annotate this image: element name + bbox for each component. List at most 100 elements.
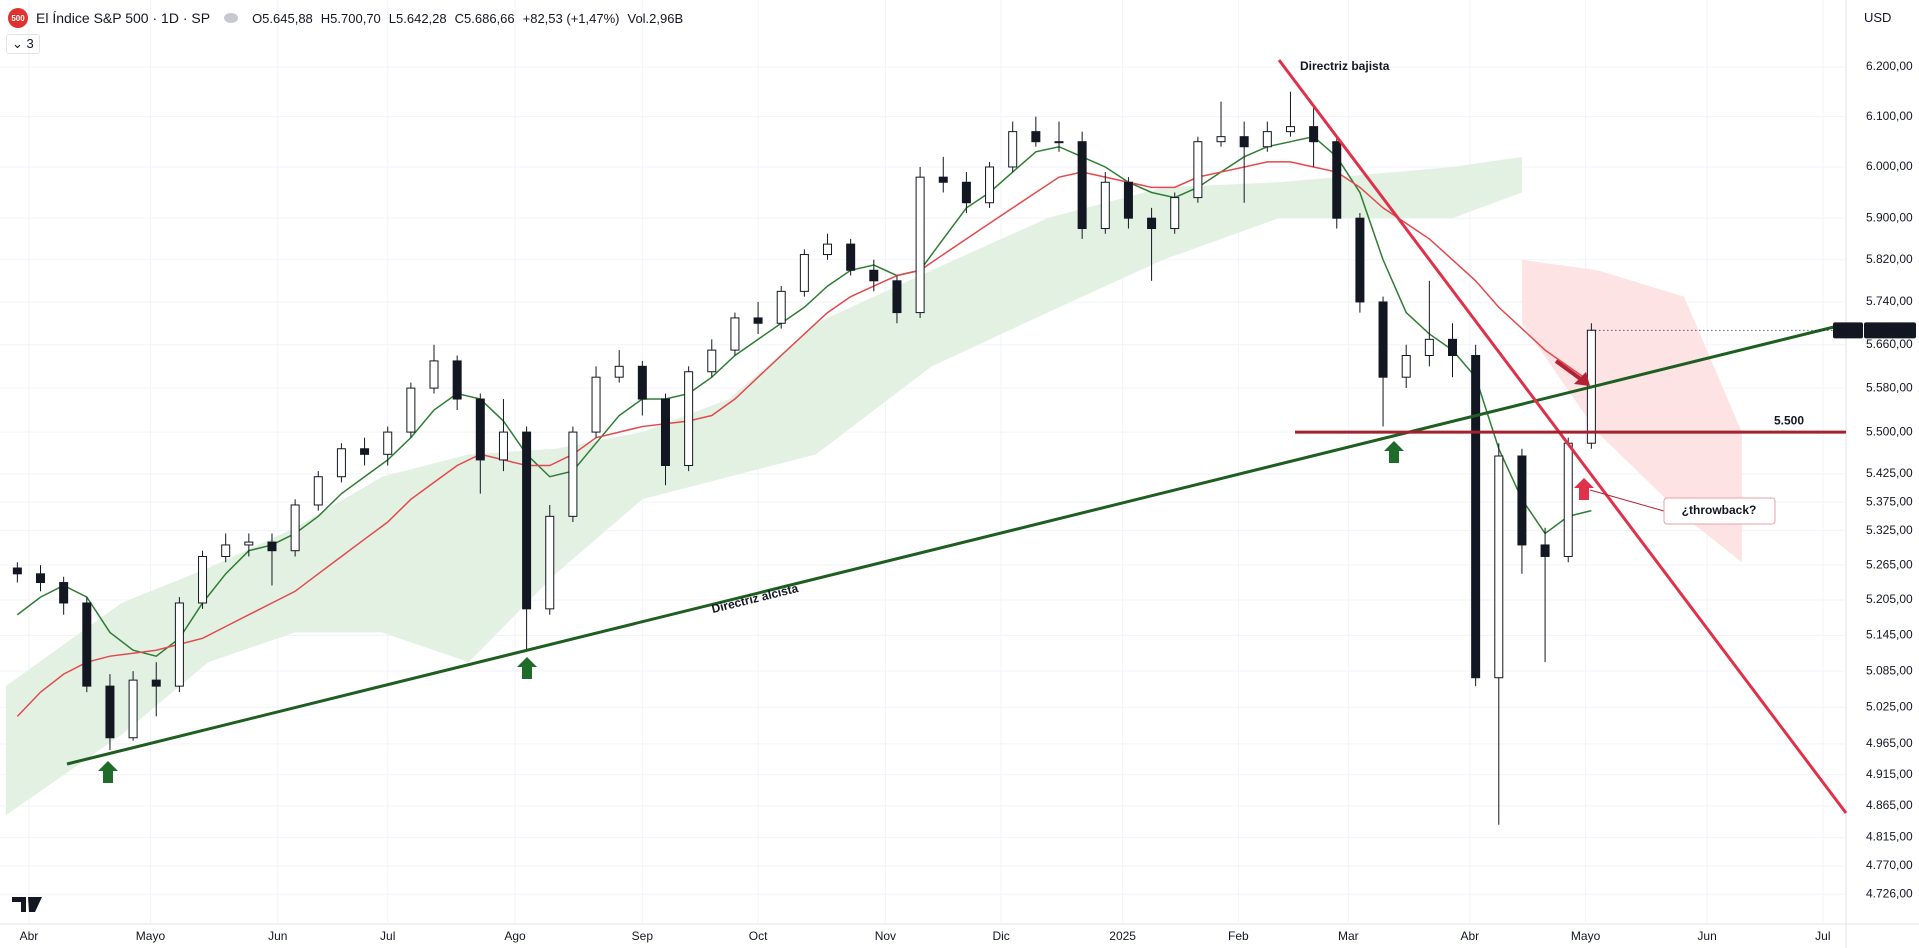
- y-tick-label: 5.145,00: [1866, 628, 1913, 642]
- y-tick-label: 5.500,00: [1866, 424, 1913, 438]
- candle-body: [1170, 197, 1180, 230]
- candle-body: [128, 679, 138, 739]
- symbol-tag: SPX: [1836, 323, 1860, 337]
- x-tick-label: Mar: [1338, 929, 1359, 943]
- candle-body: [498, 431, 508, 461]
- ohlc-open: O5.645,88: [252, 10, 313, 26]
- visibility-toggle[interactable]: [224, 13, 239, 23]
- tv-logo: [12, 897, 42, 912]
- candle-body: [1239, 136, 1249, 148]
- candle-body: [1378, 301, 1388, 378]
- cloud: [1521, 259, 1742, 563]
- candle-body: [753, 317, 763, 324]
- candle-body: [1216, 136, 1226, 143]
- ohlc-close: C5.686,66: [454, 10, 515, 26]
- candle-body: [1147, 217, 1157, 230]
- candle-body: [1309, 126, 1319, 143]
- bearish-trendline: [1277, 59, 1848, 814]
- y-tick-label: 4.865,00: [1866, 798, 1913, 812]
- level-label: 5.500: [1774, 413, 1804, 427]
- candle-body: [869, 269, 879, 282]
- y-tick-label: 5.900,00: [1866, 210, 1913, 224]
- x-tick-label: Abr: [1461, 929, 1480, 943]
- symbol-logo: 500: [8, 8, 28, 28]
- y-tick-label: 5.205,00: [1866, 592, 1913, 606]
- candle-body: [1285, 126, 1295, 133]
- candle-body: [1100, 181, 1110, 230]
- x-tick-label: Ago: [504, 929, 526, 943]
- candle-body: [290, 504, 300, 552]
- last-price-bg: [1864, 322, 1916, 339]
- x-tick-label: Jul: [1815, 929, 1830, 943]
- y-tick-label: 5.375,00: [1866, 494, 1913, 508]
- marker-arrow: [1384, 441, 1404, 463]
- y-tick-label: 4.965,00: [1866, 736, 1913, 750]
- candle-body: [846, 243, 856, 271]
- candle-body: [1424, 338, 1434, 357]
- candle-body: [522, 431, 532, 610]
- y-tick-label: 4.815,00: [1866, 830, 1913, 844]
- callout-box: [1663, 497, 1776, 525]
- marker-arrow: [1574, 478, 1594, 500]
- candle-body: [336, 448, 346, 478]
- y-tick-label: 4.726,00: [1866, 886, 1913, 900]
- x-tick-label: 2025: [1109, 929, 1136, 943]
- ohlc-change: +82,53 (+1,47%): [522, 10, 620, 26]
- marker-arrow: [98, 761, 118, 783]
- candle-body: [475, 398, 485, 461]
- candle-body: [660, 398, 670, 467]
- x-tick-label: Oct: [749, 929, 768, 943]
- candle-body: [1494, 455, 1504, 679]
- candle-body: [1355, 217, 1365, 303]
- candle-body: [915, 176, 925, 314]
- x-tick-label: Sep: [632, 929, 654, 943]
- ohlc-low: L5.642,28: [388, 10, 447, 26]
- candle-body: [614, 365, 624, 378]
- currency[interactable]: USD: [1864, 10, 1892, 25]
- y-tick-label: 4.770,00: [1866, 858, 1913, 872]
- candle-body: [1077, 141, 1087, 230]
- candle-body: [1262, 131, 1272, 148]
- y-tick-label: 6.200,00: [1866, 59, 1913, 73]
- candle-body: [1054, 141, 1064, 144]
- callout-label: ¿throwback?: [1682, 503, 1757, 517]
- symbol-title[interactable]: El Índice S&P 500 · 1D · SP: [36, 10, 211, 26]
- candle-body: [591, 376, 601, 433]
- candle-body: [961, 181, 971, 204]
- candle-body: [1193, 141, 1203, 199]
- y-tick-label: 6.100,00: [1866, 109, 1913, 123]
- candle-body: [174, 602, 184, 687]
- header: 500 El Índice S&P 500 · 1D · SP O5.645,8…: [8, 8, 683, 28]
- candle-body: [105, 685, 115, 739]
- candle-body: [36, 573, 46, 584]
- candle-body: [429, 360, 439, 389]
- x-tick-label: Jun: [268, 929, 287, 943]
- candle-body: [1447, 338, 1457, 357]
- x-tick-label: Mayo: [136, 929, 166, 943]
- y-tick-label: 5.660,00: [1866, 337, 1913, 351]
- marker-arrow: [517, 657, 537, 679]
- candle-body: [267, 541, 277, 552]
- candle-body: [823, 243, 833, 256]
- candle-body: [1008, 131, 1018, 168]
- x-tick-label: Feb: [1228, 929, 1249, 943]
- y-tick-label: 5.325,00: [1866, 523, 1913, 537]
- last-price-label: 5.686,66: [1867, 323, 1914, 337]
- callout-line: [1589, 489, 1665, 512]
- candle-body: [452, 360, 462, 400]
- y-tick-label: 5.580,00: [1866, 380, 1913, 394]
- candle-body: [707, 349, 717, 373]
- indicators-toggle[interactable]: ⌄ 3: [6, 34, 40, 54]
- y-tick-label: 5.820,00: [1866, 252, 1913, 266]
- candle-body: [59, 582, 69, 604]
- candle-body: [730, 317, 740, 351]
- candle-body: [198, 555, 208, 604]
- candle-body: [1401, 355, 1411, 378]
- candle-body: [1563, 442, 1573, 557]
- y-tick-label: 5.740,00: [1866, 294, 1913, 308]
- pointer-arrow: [1554, 359, 1584, 382]
- candle-body: [1471, 355, 1481, 679]
- candle-body: [406, 387, 416, 433]
- candle-body: [151, 679, 161, 687]
